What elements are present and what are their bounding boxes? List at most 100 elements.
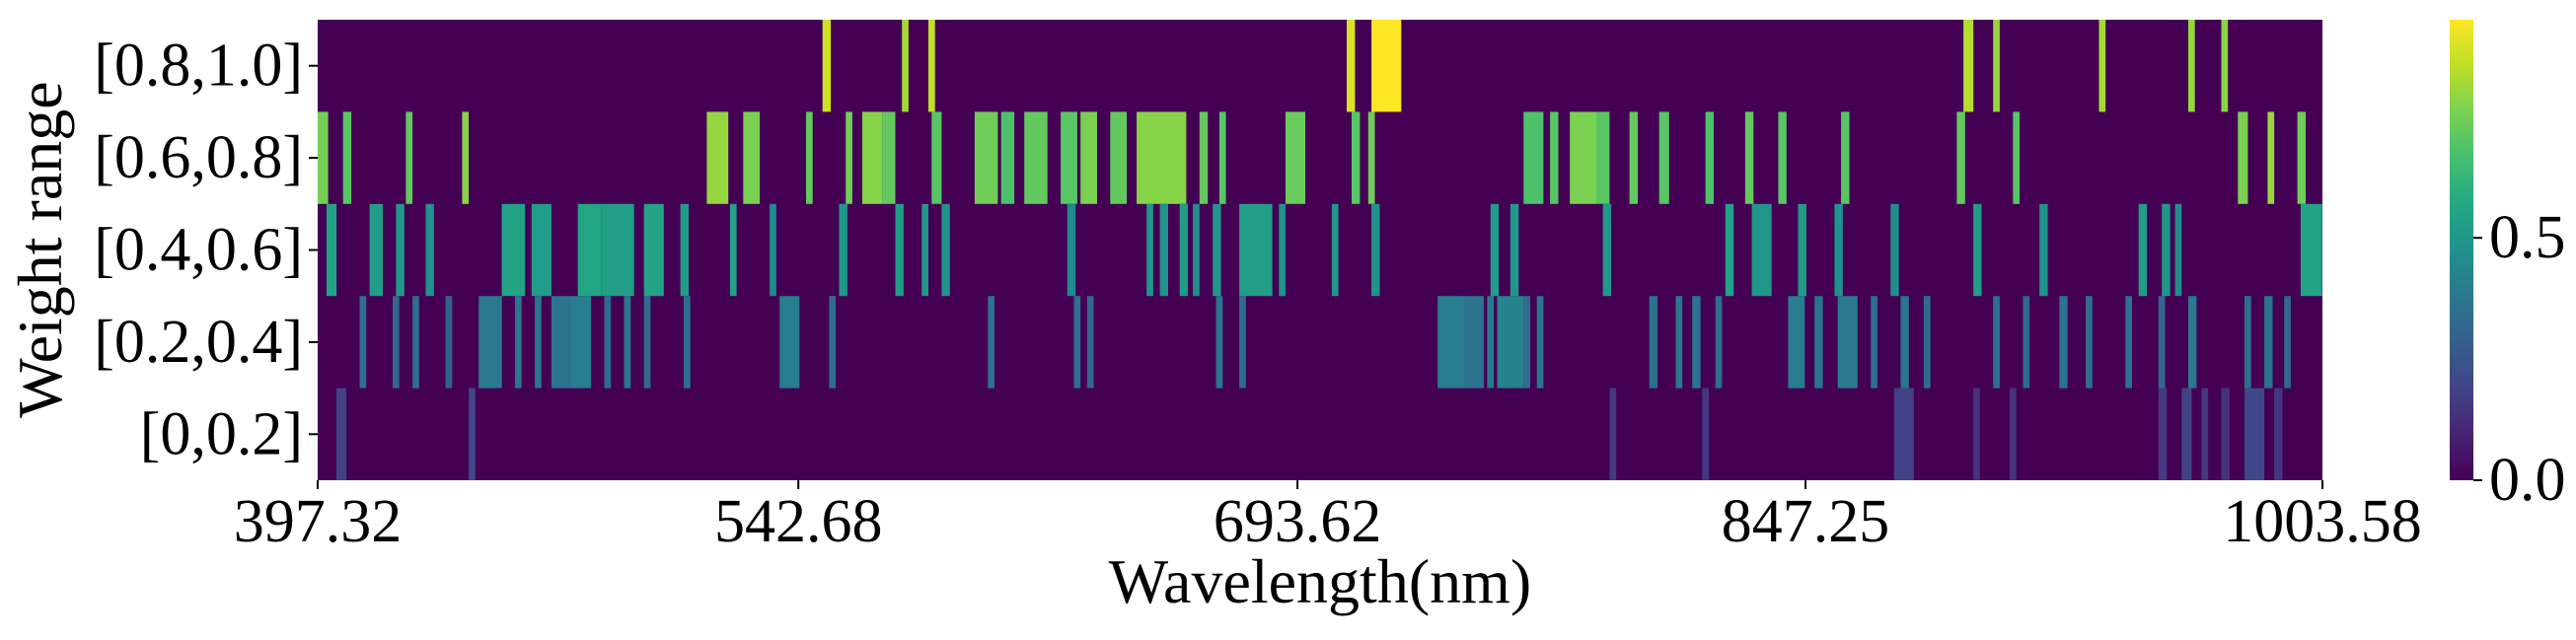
heatmap-cell	[1751, 203, 1772, 297]
heatmap-cell	[2125, 296, 2132, 389]
x-tick-label: 693.62	[1214, 488, 1382, 555]
heatmap-cell	[1658, 111, 1669, 204]
heatmap-cell	[1973, 388, 1980, 480]
heatmap-cell	[1725, 203, 1734, 297]
heatmap-cell	[1536, 296, 1544, 389]
heatmap-cell	[2098, 20, 2106, 112]
heatmap-cell	[1179, 203, 1189, 297]
heatmap-cell	[396, 203, 405, 297]
heatmap-cell	[770, 203, 776, 297]
heatmap-cell	[846, 111, 852, 204]
heatmap-cell	[1497, 296, 1524, 389]
heatmap-cell	[1841, 111, 1850, 204]
heatmap-cell	[359, 296, 367, 389]
heatmap-cell	[1675, 296, 1683, 389]
heatmap-cell	[1080, 111, 1097, 204]
y-tick-label: [0.6,0.8]	[94, 124, 303, 191]
heatmap-cell	[1523, 111, 1544, 204]
heatmap-cell	[1159, 203, 1168, 297]
heatmap-cell	[2264, 296, 2273, 389]
heatmap-cell	[1490, 203, 1500, 297]
heatmap-cell	[327, 203, 337, 297]
heatmap-cell	[1692, 296, 1701, 389]
heatmap-cell	[882, 111, 896, 204]
heatmap-cell	[1024, 111, 1048, 204]
heatmap-cell	[839, 203, 847, 297]
heatmap-cell	[1239, 203, 1273, 297]
heatmap-cell	[445, 296, 453, 389]
heatmap-cell	[643, 296, 651, 389]
heatmap-cell	[988, 296, 994, 389]
heatmap-cell	[643, 203, 664, 297]
heatmap-cell	[941, 203, 950, 297]
heatmap-cell	[425, 203, 434, 297]
heatmap-cell	[2221, 388, 2230, 480]
heatmap-cell	[1279, 203, 1286, 297]
heatmap-cell	[1061, 111, 1077, 204]
y-tick-label: [0.8,1.0]	[94, 33, 303, 100]
heatmap-cell	[706, 111, 729, 204]
heatmap-cell	[1509, 203, 1519, 297]
heatmap-cell	[2162, 203, 2171, 297]
heatmap-cell	[1702, 388, 1709, 480]
heatmap-cell	[1213, 203, 1221, 297]
heatmap-cell	[624, 296, 631, 389]
heatmap-cell	[1352, 111, 1361, 204]
x-tick-label: 1003.58	[2223, 488, 2422, 555]
heatmap-cell	[743, 111, 761, 204]
heatmap-cell	[680, 203, 689, 297]
heatmap-cell	[1523, 296, 1530, 389]
heatmap-cell	[2158, 388, 2168, 480]
heatmap-cell	[2284, 296, 2291, 389]
heatmap-cell	[862, 111, 883, 204]
heatmap-cell	[1744, 111, 1754, 204]
heatmap-cell	[577, 203, 602, 297]
heatmap-cell	[2300, 203, 2322, 297]
heatmap-cell	[902, 20, 909, 112]
heatmap-cell	[2238, 111, 2248, 204]
heatmap-cell	[1993, 296, 2000, 389]
heatmap-cell	[1834, 203, 1843, 297]
y-tick-label: [0.2,0.4]	[94, 309, 303, 376]
heatmap-cell	[2297, 111, 2306, 204]
heatmap-cell	[1596, 111, 1610, 204]
heatmap-cell	[393, 296, 400, 389]
heatmap-cell	[1837, 296, 1858, 389]
heatmap-cell	[1550, 111, 1559, 204]
x-tick-label: 397.32	[234, 488, 403, 555]
heatmap-cell	[317, 111, 329, 204]
heatmap-cell	[2201, 388, 2209, 480]
heatmap-cell	[974, 111, 998, 204]
heatmap-cell	[535, 296, 542, 389]
heatmap-cell	[604, 296, 612, 389]
heatmap-cell	[1199, 111, 1209, 204]
heatmap-cell	[779, 296, 800, 389]
heatmap-cell	[1331, 203, 1339, 297]
x-axis: 397.32 542.68 693.62 847.25 1003.58	[234, 480, 2422, 555]
heatmap-cell	[1347, 20, 1356, 112]
heatmap-cell	[2188, 20, 2195, 112]
heatmap-cell	[515, 296, 522, 389]
heatmap-cell	[2274, 388, 2283, 480]
heatmap-cell	[571, 296, 592, 389]
x-axis-label: Wavelength(nm)	[1109, 546, 1531, 616]
heatmap-cell	[1629, 111, 1638, 204]
heatmap-cell	[2158, 296, 2166, 389]
heatmap-cells	[317, 20, 2322, 480]
heatmap-cell	[1963, 20, 1974, 112]
heatmap-cell	[1487, 296, 1495, 389]
heatmap-cell	[2181, 388, 2192, 480]
heatmap-cell	[1371, 20, 1402, 112]
heatmap-cell	[895, 203, 904, 297]
x-tick-label: 542.68	[714, 488, 883, 555]
x-tick-label: 847.25	[1722, 488, 1890, 555]
heatmap-cell	[1193, 203, 1200, 297]
heatmap-cell	[684, 296, 691, 389]
heatmap-cell	[2221, 20, 2229, 112]
heatmap-cell	[921, 203, 928, 297]
heatmap-cell	[2023, 296, 2030, 389]
colorbar	[2450, 20, 2473, 480]
heatmap-cell	[806, 111, 813, 204]
heatmap-cell	[1000, 111, 1015, 204]
y-axis-label: Weight range	[5, 81, 75, 417]
